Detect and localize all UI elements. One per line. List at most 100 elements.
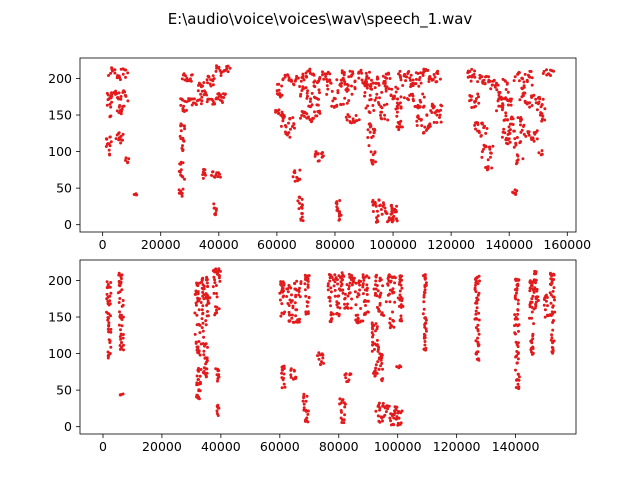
top-pitch-point — [474, 127, 477, 131]
bottom-pitch-point — [207, 301, 211, 305]
bottom-pitch-point — [297, 320, 301, 324]
bottom-pitch-point — [421, 312, 425, 316]
top-pitch-point — [380, 90, 384, 94]
bottom-pitch-point — [379, 278, 383, 282]
top-pitch-point — [495, 88, 499, 92]
top-pitch-point — [523, 72, 527, 76]
top-pitch-point — [537, 100, 541, 104]
top-pitch-point — [371, 134, 375, 138]
bottom-pitch-segment — [421, 273, 428, 352]
bottom-pitch-point — [374, 366, 378, 370]
top-pitch-point — [399, 106, 403, 110]
top-pitch-point — [477, 95, 480, 99]
bottom-pitch-point — [320, 360, 323, 364]
bottom-pitch-point — [306, 279, 310, 283]
top-pitch-point — [113, 71, 117, 75]
bottom-pitch-point — [379, 364, 383, 368]
bottom-pitch-point — [528, 286, 532, 290]
top-pitch-point — [530, 104, 534, 107]
top-pitch-segment — [105, 91, 114, 119]
top-pitch-point — [179, 124, 183, 128]
top-pitch-point — [394, 85, 398, 89]
bottom-pitch-point — [399, 365, 403, 369]
top-pitch-point — [480, 150, 484, 154]
top-pitch-point — [500, 135, 504, 139]
top-x-tick-label: 60000 — [257, 237, 297, 252]
top-pitch-point — [419, 71, 423, 75]
top-pitch-point — [288, 117, 292, 121]
top-pitch-point — [535, 137, 539, 141]
bottom-pitch-point — [217, 307, 221, 311]
bottom-pitch-point — [198, 389, 202, 393]
bottom-pitch-point — [321, 356, 325, 360]
bottom-pitch-point — [374, 274, 378, 278]
top-pitch-point — [476, 92, 480, 96]
top-pitch-point — [277, 88, 281, 92]
top-pitch-segment — [421, 67, 442, 84]
bottom-pitch-point — [118, 393, 122, 397]
top-pitch-point — [419, 100, 423, 104]
bottom-pitch-point — [118, 290, 122, 294]
top-pitch-point — [293, 171, 297, 175]
bottom-pitch-point — [205, 367, 209, 371]
bottom-pitch-point — [117, 280, 121, 284]
top-pitch-segment — [279, 114, 296, 139]
top-pitch-point — [180, 194, 184, 198]
bottom-pitch-point — [279, 280, 283, 284]
top-pitch-point — [317, 79, 321, 83]
top-pitch-point — [432, 73, 436, 76]
top-pitch-point — [439, 108, 443, 112]
top-pitch-point — [216, 175, 220, 179]
top-pitch-point — [529, 70, 533, 73]
bottom-pitch-point — [550, 310, 554, 314]
bottom-pitch-point — [205, 314, 209, 318]
top-pitch-point — [474, 104, 478, 108]
top-pitch-point — [417, 84, 421, 88]
top-pitch-point — [374, 160, 377, 164]
top-pitch-point — [363, 91, 367, 94]
top-pitch-point — [277, 82, 281, 86]
bottom-pitch-segment — [395, 364, 403, 370]
top-pitch-point — [385, 76, 389, 80]
bottom-pitch-point — [377, 307, 381, 311]
bottom-pitch-point — [531, 294, 535, 298]
top-pitch-point — [540, 152, 544, 156]
bottom-pitch-point — [341, 273, 345, 277]
bottom-pitch-point — [376, 349, 380, 353]
top-pitch-segment — [196, 81, 209, 99]
top-pitch-point — [379, 113, 382, 117]
top-pitch-point — [371, 162, 375, 166]
bottom-pitch-point — [392, 290, 396, 294]
bottom-pitch-point — [514, 340, 518, 344]
top-pitch-point — [183, 177, 186, 181]
top-pitch-point — [506, 138, 510, 142]
bottom-pitch-point — [218, 274, 221, 278]
bottom-pitch-point — [212, 275, 216, 279]
bottom-pitch-point — [109, 314, 112, 318]
top-pitch-point — [414, 77, 418, 81]
top-pitch-segment — [466, 67, 477, 83]
top-pitch-point — [214, 209, 218, 212]
top-pitch-point — [541, 97, 545, 101]
bottom-pitch-point — [343, 413, 347, 417]
top-pitch-point — [405, 97, 409, 101]
bottom-pitch-point — [198, 374, 202, 378]
bottom-pitch-point — [375, 294, 379, 298]
top-pitch-point — [304, 74, 308, 78]
top-pitch-point — [181, 175, 185, 179]
top-pitch-point — [196, 89, 200, 93]
top-pitch-segment — [296, 195, 305, 223]
bottom-pitch-point — [399, 421, 403, 425]
top-pitch-point — [514, 191, 518, 195]
bottom-pitch-point — [205, 278, 209, 282]
top-pitch-point — [297, 207, 301, 211]
bottom-pitch-point — [332, 284, 336, 288]
top-pitch-point — [537, 151, 541, 155]
top-pitch-point — [281, 119, 285, 123]
top-pitch-point — [313, 79, 317, 83]
top-pitch-point — [483, 124, 486, 128]
top-pitch-point — [336, 91, 340, 95]
top-pitch-point — [395, 110, 399, 114]
bottom-pitch-point — [119, 337, 123, 341]
bottom-pitch-point — [304, 294, 308, 298]
